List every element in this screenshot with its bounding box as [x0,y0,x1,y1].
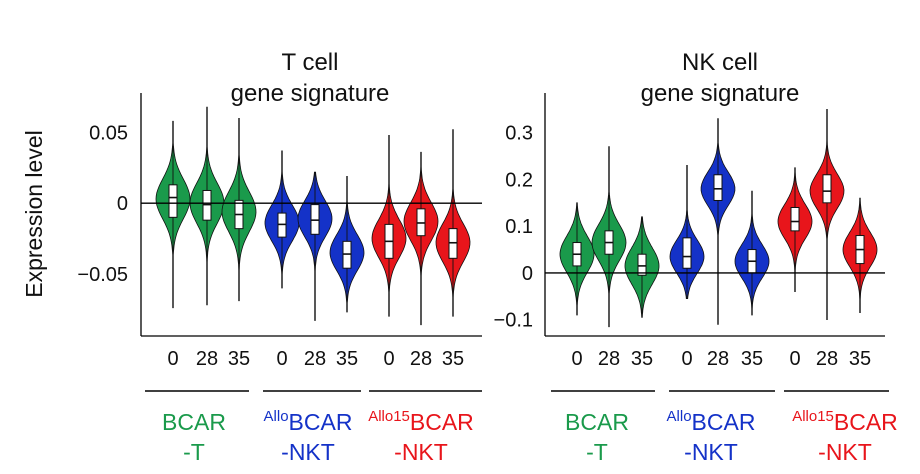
violin-box [682,237,692,269]
x-category-label: 0 [167,348,178,370]
violin-box [790,206,800,232]
violin-box [637,253,647,276]
y-tick-label: 0.3 [505,123,533,145]
group-label-name: BCAR [162,409,226,435]
violin-box [713,174,723,201]
y-tick-label: 0.2 [505,169,533,191]
x-category-label: 28 [196,348,218,370]
violin-box [168,184,178,218]
group-2 [669,118,770,325]
violin-box [822,174,832,204]
panel-2: NK cell gene signature 0.3 0.2 0.1 0 −0.1 0 28 35… [494,49,898,465]
group-label-name: BCAR [692,409,756,435]
group-label-superscript: Allo [264,408,289,425]
panels: T cell gene signature 0.05 0 −0.05 0 28 35 BCAR -… [77,49,897,465]
group-label-suffix: -T [183,439,205,465]
y-tick-label: 0.05 [89,123,128,145]
x-category-label: 0 [681,348,692,370]
group-label-suffix: -NKT [394,439,448,465]
group-label: Allo15BCAR [368,408,474,435]
group-label: BCAR [565,409,629,435]
panel-title-line: gene signature [641,80,800,107]
group-label-suffix: -NKT [818,439,872,465]
panel-title-line: NK cell [682,49,758,76]
group-3 [777,109,878,320]
y-tick-label: 0.1 [505,216,533,238]
x-category-label: 35 [228,348,250,370]
x-category-label: 28 [598,348,620,370]
x-category-label: 35 [631,348,653,370]
x-category-label: 0 [383,348,394,370]
group-1 [155,106,257,309]
group-label-suffix: -T [586,439,608,465]
x-category-label: 35 [336,348,358,370]
y-tick-label: −0.1 [494,310,533,332]
group-label-name: BCAR [565,409,629,435]
group-label-superscript: Allo [667,408,692,425]
panel-1: T cell gene signature 0.05 0 −0.05 0 28 35 BCAR -… [77,49,482,465]
group-label-name: BCAR [834,409,898,435]
y-tick-label: 0 [117,193,128,215]
group-label: BCAR [162,409,226,435]
panel-title-line: T cell [282,49,339,76]
x-category-label: 35 [442,348,464,370]
x-category-label: 28 [304,348,326,370]
group-label-superscript: Allo15 [792,408,834,425]
x-category-label: 28 [410,348,432,370]
x-category-label: 28 [707,348,729,370]
group-label: AlloBCAR [667,408,756,435]
y-axis-label: Expression level [21,130,47,297]
y-tick-label: −0.05 [77,264,128,286]
x-category-label: 35 [849,348,871,370]
group-label: Allo15BCAR [792,408,898,435]
group-label-suffix: -NKT [281,439,335,465]
x-category-label: 28 [816,348,838,370]
group-label: AlloBCAR [264,408,353,435]
x-category-label: 0 [276,348,287,370]
y-tick-label: 0 [522,263,533,285]
panel-title-line: gene signature [231,80,390,107]
group-3 [371,129,471,326]
group-label-superscript: Allo15 [368,408,410,425]
group-2 [264,150,365,321]
x-category-label: 0 [571,348,582,370]
group-label-name: BCAR [289,409,353,435]
group-label-name: BCAR [410,409,474,435]
group-label-suffix: -NKT [684,439,738,465]
x-category-label: 0 [789,348,800,370]
x-category-label: 35 [741,348,763,370]
group-1 [559,146,660,328]
